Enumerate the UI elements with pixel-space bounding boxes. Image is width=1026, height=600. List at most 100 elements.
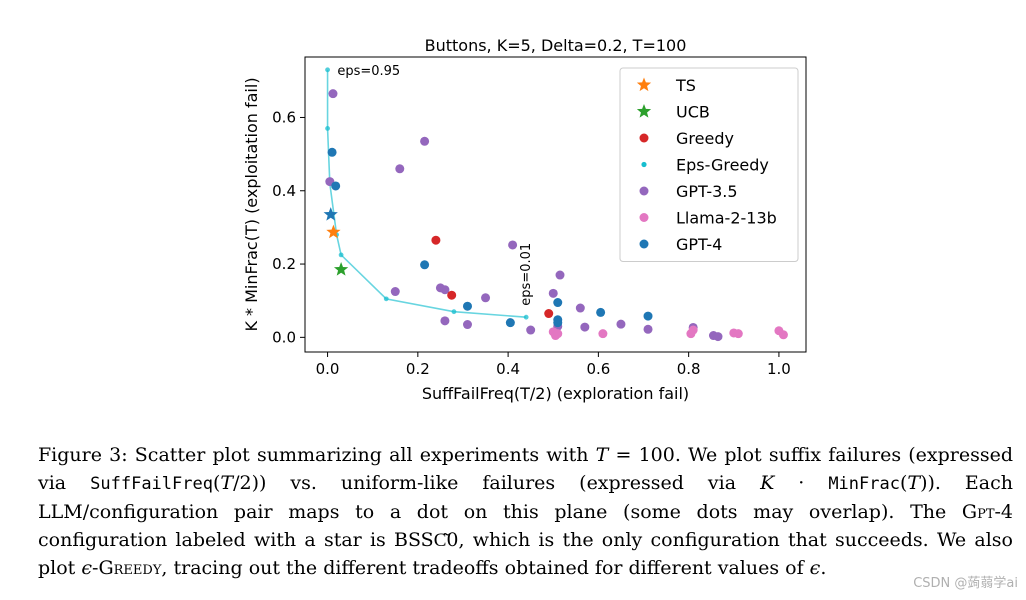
caption-text: · <box>798 472 805 494</box>
y-axis-label: K * MinFrac(T) (exploitation fail) <box>242 77 261 331</box>
llama-2-13b-point <box>553 329 563 339</box>
gpt-3-5-point <box>481 293 491 303</box>
legend-label: Greedy <box>676 129 734 148</box>
figure-label: Figure 3: <box>38 444 128 466</box>
caption-var: T <box>220 472 234 494</box>
greedy-point <box>544 309 554 319</box>
x-tick-label: 1.0 <box>767 360 791 378</box>
gpt-4-point <box>462 301 472 311</box>
caption-text: ( <box>899 472 908 494</box>
gpt-3-5-point <box>575 303 585 313</box>
plot-frame <box>304 56 807 353</box>
llama-2-13b-point <box>688 325 698 335</box>
legend-marker <box>639 213 649 222</box>
ts-star <box>326 224 341 239</box>
caption-var: T <box>907 472 921 494</box>
legend-label: UCB <box>676 103 710 122</box>
caption-text: , tracing out the different tradeoffs ob… <box>161 557 804 579</box>
legend-label: GPT-4 <box>676 235 722 254</box>
legend-marker <box>639 186 649 196</box>
scatter-chart: Buttons, K=5, Delta=0.2, T=100 0.0 0.2 0.4 0… <box>242 36 807 403</box>
caption-var: T <box>595 444 609 466</box>
gpt-3-5-point <box>643 324 653 334</box>
y-tick-label: 0.0 <box>272 328 296 346</box>
x-tick-label: 0.8 <box>677 360 701 378</box>
annotation-eps-high: eps=0.95 <box>337 64 400 79</box>
gpt-3-5-point <box>526 325 536 335</box>
llama-2-13b-point <box>598 329 608 339</box>
annotation-eps-low: eps=0.01 <box>519 243 534 306</box>
legend-marker <box>639 133 649 143</box>
eps-greedy-point <box>523 314 529 320</box>
caption-code: SuffFailFreq <box>90 474 213 494</box>
caption-text: ( <box>212 472 221 494</box>
caption-var: ϵ <box>81 557 93 579</box>
x-tick-label: 0.4 <box>496 360 520 378</box>
gpt-3-5-point <box>548 288 558 298</box>
caption-var: K <box>760 472 775 494</box>
gpt-3-5-point <box>508 240 518 250</box>
greedy-point <box>447 290 457 300</box>
gpt-3-5-point <box>440 285 450 295</box>
legend-label: GPT-3.5 <box>676 182 738 201</box>
y-tick-label: 0.2 <box>272 255 296 273</box>
legend-label: TS <box>675 76 696 95</box>
greedy-point <box>431 235 441 245</box>
caption-text: C͂0 <box>433 529 459 551</box>
gpt-3-5-point <box>616 319 626 329</box>
legend-label: Eps-Greedy <box>676 156 769 175</box>
gpt-4-point <box>331 181 341 191</box>
legend-marker <box>641 161 647 168</box>
gpt-4-point <box>553 298 563 308</box>
gpt-4-point <box>553 318 563 328</box>
x-tick-label: 0.2 <box>406 360 430 378</box>
eps-greedy-point <box>338 252 344 258</box>
caption-text: = 100. We plot suffix failures (expresse… <box>38 444 1014 494</box>
eps-greedy-point <box>383 296 389 302</box>
watermark: CSDN @蒟蒻学ai <box>913 576 1018 591</box>
gpt-4-point <box>505 318 515 328</box>
gpt-3-5-point <box>420 136 430 146</box>
gpt-4-point <box>596 307 606 317</box>
gpt-3-5-point <box>395 164 405 174</box>
gpt-3-5-point <box>440 316 450 326</box>
caption-var: ϵ <box>809 557 821 579</box>
eps-greedy-point <box>451 309 457 315</box>
legend-box <box>619 67 799 262</box>
gpt-3-5-point <box>462 320 472 330</box>
gpt-3-5-point <box>580 322 590 332</box>
gpt-3-5-point <box>713 332 723 342</box>
x-axis-label: SuffFailFreq(T/2) (exploration fail) <box>422 384 689 403</box>
legend-marker <box>639 239 649 249</box>
y-tick-label: 0.6 <box>272 108 296 126</box>
eps-greedy-point <box>325 67 330 73</box>
x-tick-label: 0.6 <box>586 360 610 378</box>
figure-caption: Figure 3: Scatter plot summarizing all e… <box>38 441 1013 582</box>
eps-greedy-line <box>326 69 527 318</box>
caption-smallcaps: Gpt-4 <box>961 501 1013 523</box>
legend-marker <box>636 104 652 118</box>
caption-text: Scatter plot summarizing all experiments… <box>134 444 589 466</box>
caption-text: configuration labeled with a star is BSS <box>38 529 434 551</box>
caption-text: /2)) vs. uniform-like failures (expresse… <box>233 472 737 494</box>
gpt-4-point <box>327 147 337 157</box>
eps-greedy-point <box>325 126 330 131</box>
llama-2-13b-point <box>778 330 788 340</box>
caption-text: . <box>820 557 827 579</box>
ucb-star <box>333 262 349 276</box>
gpt-3-5-point <box>390 287 400 297</box>
gpt-3-5-point <box>328 89 338 99</box>
legend-marker <box>636 77 652 92</box>
caption-text: )). Each LLM/configuration pair maps to … <box>38 472 1014 523</box>
gpt-4-point <box>420 260 430 270</box>
chart-title: Buttons, K=5, Delta=0.2, T=100 <box>425 36 687 55</box>
caption-code: MinFrac <box>828 474 900 494</box>
y-tick-label: 0.4 <box>272 182 296 200</box>
gpt-4-bssc0--star <box>323 207 338 221</box>
caption-text: , which is the only configuration that s… <box>38 529 1013 579</box>
gpt-4-point <box>643 311 653 321</box>
caption-smallcaps: -Greedy <box>92 557 162 579</box>
x-tick-label: 0.0 <box>316 360 340 378</box>
llama-2-13b-point <box>733 329 743 339</box>
legend-label: Llama-2-13b <box>676 209 777 228</box>
